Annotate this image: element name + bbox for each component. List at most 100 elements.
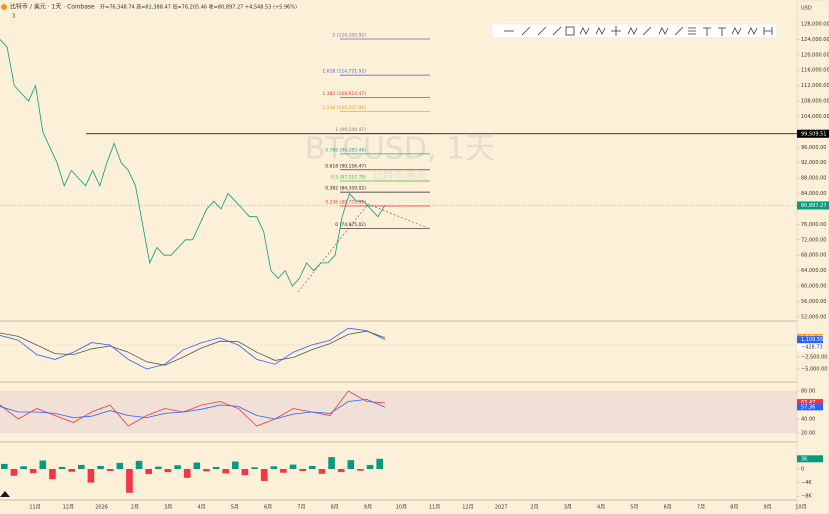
time-label: 10月 <box>795 505 806 511</box>
time-label: 2026 <box>95 505 108 511</box>
tool-rect[interactable] <box>565 26 575 36</box>
bar <box>58 466 66 469</box>
price-tick-label: 52,000.00 <box>801 314 826 320</box>
price-tick-label: 84,000.00 <box>801 191 826 197</box>
pane-axis-label: 57.36 <box>801 404 815 410</box>
tool-range[interactable] <box>763 27 773 35</box>
price-tick-label: 96,000.00 <box>801 145 826 151</box>
currency[interactable]: USD <box>801 6 812 12</box>
time-label: 9月 <box>364 505 372 511</box>
time-label: 9月 <box>764 505 772 511</box>
symbol-icon <box>1 4 7 10</box>
tool-fib[interactable] <box>688 27 696 35</box>
bar <box>174 465 181 469</box>
time-label: 4月 <box>197 505 205 511</box>
price-tick-label: 108,000.00 <box>801 99 829 105</box>
price-tick-label: 72,000.00 <box>801 237 826 243</box>
tool-trend[interactable] <box>552 26 562 36</box>
pane-axis-label: 63.47 <box>801 400 815 406</box>
time-label: 2月 <box>131 505 139 511</box>
pane-axis-label: 20.00 <box>801 431 815 437</box>
axis-label-bg <box>797 399 823 407</box>
bar <box>20 466 27 469</box>
pane-axis-label: 40.00 <box>801 417 815 423</box>
bar <box>270 466 278 469</box>
bar <box>376 458 383 469</box>
watermark-subtitle: 比特币/美元 <box>373 169 426 182</box>
tool-cross[interactable] <box>611 26 621 36</box>
bar <box>193 462 201 469</box>
bar <box>251 467 258 469</box>
tool-ray[interactable] <box>521 26 531 36</box>
tool-cycle[interactable] <box>747 27 758 35</box>
price-tick-label: 60,000.00 <box>801 284 826 290</box>
fib-label: 0.236 (80,772.91) <box>325 199 366 205</box>
bar <box>318 469 326 474</box>
pane-axis-label: −5,000.00 <box>801 367 827 373</box>
bar <box>212 466 220 469</box>
bar <box>328 457 335 469</box>
time-label: 12月 <box>63 505 74 511</box>
time-label: 2027 <box>495 505 508 511</box>
price-line <box>0 39 386 287</box>
chart-content: 128,000.00 124,000.00 120,000.00 116,000.00… <box>0 22 829 511</box>
tool-text[interactable] <box>703 27 711 36</box>
tool-extended[interactable] <box>537 26 547 36</box>
tv-logo <box>0 491 10 497</box>
time-label: 5月 <box>231 505 239 511</box>
time-label: 11月 <box>29 505 40 511</box>
bar <box>68 469 75 472</box>
bar <box>309 465 316 469</box>
price-tick-label: 92,000.00 <box>801 160 826 166</box>
tool-path[interactable] <box>579 27 590 35</box>
bar <box>337 469 345 473</box>
bar <box>366 464 374 469</box>
price-tick-label: 88,000.00 <box>801 176 826 182</box>
pane-axis-label: 0 <box>801 467 804 473</box>
bar <box>289 464 297 469</box>
fib-label: 0.786 (94,283.46) <box>325 147 366 153</box>
tool-pattern[interactable] <box>595 27 606 35</box>
tool-zigzag[interactable] <box>658 27 669 35</box>
bar <box>10 469 18 476</box>
time-label: 12月 <box>462 505 473 511</box>
bar <box>49 469 56 480</box>
tool-brush[interactable] <box>642 26 652 36</box>
bar <box>203 469 210 472</box>
rsi-band <box>0 391 797 433</box>
pane-axis-label: −8K <box>801 494 812 500</box>
bar <box>29 469 37 474</box>
time-label: 8月 <box>331 505 339 511</box>
last-price-bg <box>797 201 829 210</box>
bar <box>232 461 239 469</box>
tool-angle[interactable] <box>674 26 684 36</box>
tool-wave[interactable] <box>627 27 638 35</box>
time-label: 4月 <box>597 505 605 511</box>
fib-label: 0.5 (87,257.78) <box>331 174 366 180</box>
time-label: 3月 <box>564 505 572 511</box>
time-label: 2月 <box>530 505 538 511</box>
price-axis-panel <box>796 0 829 514</box>
bar <box>222 469 229 474</box>
bar <box>135 460 143 469</box>
axis-label-bg <box>797 336 823 344</box>
bar <box>164 469 172 473</box>
bar <box>155 466 162 469</box>
axis-label-bg <box>797 455 823 463</box>
time-label: 10月 <box>396 505 407 511</box>
bar <box>183 469 191 478</box>
time-label: 11月 <box>429 505 440 511</box>
time-label: 6月 <box>264 505 272 511</box>
indicator-count[interactable]: 3 <box>12 14 15 20</box>
tool-elliott[interactable] <box>731 27 742 35</box>
fib-label: 1.382 (108,924.47) <box>322 91 366 97</box>
pane-axis-label: 1,109.55 <box>801 337 823 343</box>
price-tick-label: 112,000.00 <box>801 83 829 89</box>
tool-anchor[interactable] <box>718 27 726 36</box>
time-label: 7月 <box>297 505 305 511</box>
symbol[interactable]: 比特币 / 美元 · 1天 · Coinbase <box>10 3 95 11</box>
watermark-title: BTCUSD, 1天 <box>305 132 495 167</box>
last-price-label: 80,897.27 <box>801 203 826 209</box>
fib-label: 1.236 (105,337.91) <box>322 105 366 111</box>
